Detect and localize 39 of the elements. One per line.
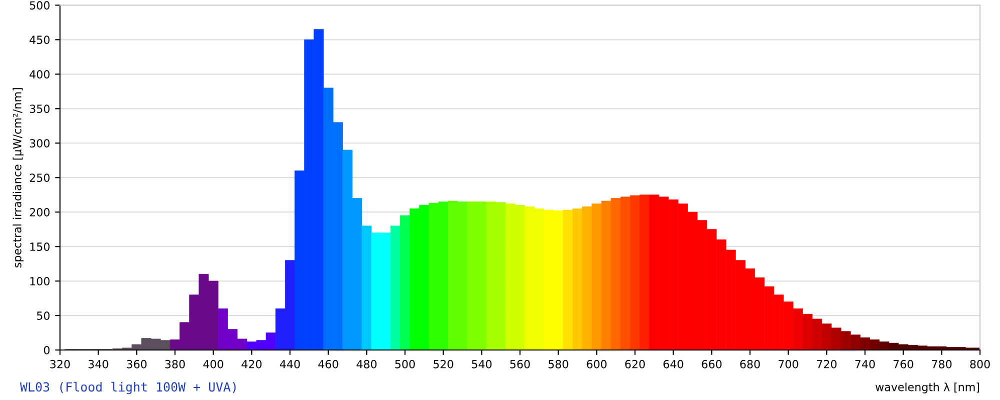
y-axis-title: spectral irradiance [µW/cm²/nm]: [12, 88, 24, 268]
x-tick-label: 580: [548, 360, 568, 368]
y-tick-label: 200: [30, 208, 50, 216]
x-tick-label: 760: [894, 360, 914, 368]
x-tick-label: 480: [356, 360, 377, 368]
y-tick-label: 150: [30, 242, 50, 251]
x-tick-label: 460: [318, 360, 338, 368]
x-tick-label: 700: [778, 360, 798, 368]
y-tick-label: 400: [30, 70, 50, 79]
y-tick-label: 350: [30, 104, 50, 114]
x-tick-label: 560: [510, 360, 530, 368]
x-tick-label: 720: [816, 360, 837, 368]
y-tick-label: 50: [36, 311, 50, 320]
x-tick-label: 420: [242, 360, 262, 368]
x-tick-label: 360: [126, 360, 147, 368]
x-tick-label: 440: [280, 360, 300, 368]
text: WL03 (Flood light 100W + UVA): [20, 382, 236, 394]
x-tick-label: 600: [586, 360, 607, 368]
x-tick-label: 800: [970, 360, 990, 368]
x-tick-label: 500: [395, 360, 415, 368]
x-tick-label: 380: [165, 360, 185, 368]
x-tick-label: 740: [855, 360, 875, 368]
x-axis-title: wavelength λ [nm]: [876, 382, 980, 394]
y-tick-label: 300: [30, 139, 50, 148]
x-tick-label: 400: [203, 360, 224, 368]
x-tick-label: 320: [50, 360, 70, 368]
x-tick-label: 540: [472, 360, 492, 368]
y-tick-label: 250: [30, 174, 50, 182]
x-tick-label: 680: [740, 360, 760, 368]
y-tick-label: 0: [44, 346, 50, 354]
y-tick-label: 450: [30, 36, 50, 44]
x-tick-label: 640: [664, 360, 684, 368]
x-tick-label: 780: [932, 360, 952, 368]
x-tick-label: 620: [625, 360, 645, 368]
x-tick-label: 340: [88, 360, 108, 368]
x-tick-label: 520: [434, 360, 454, 368]
y-tick-label: 500: [30, 1, 50, 10]
x-tick-label: 660: [702, 360, 722, 368]
y-tick-label: 100: [30, 277, 50, 286]
